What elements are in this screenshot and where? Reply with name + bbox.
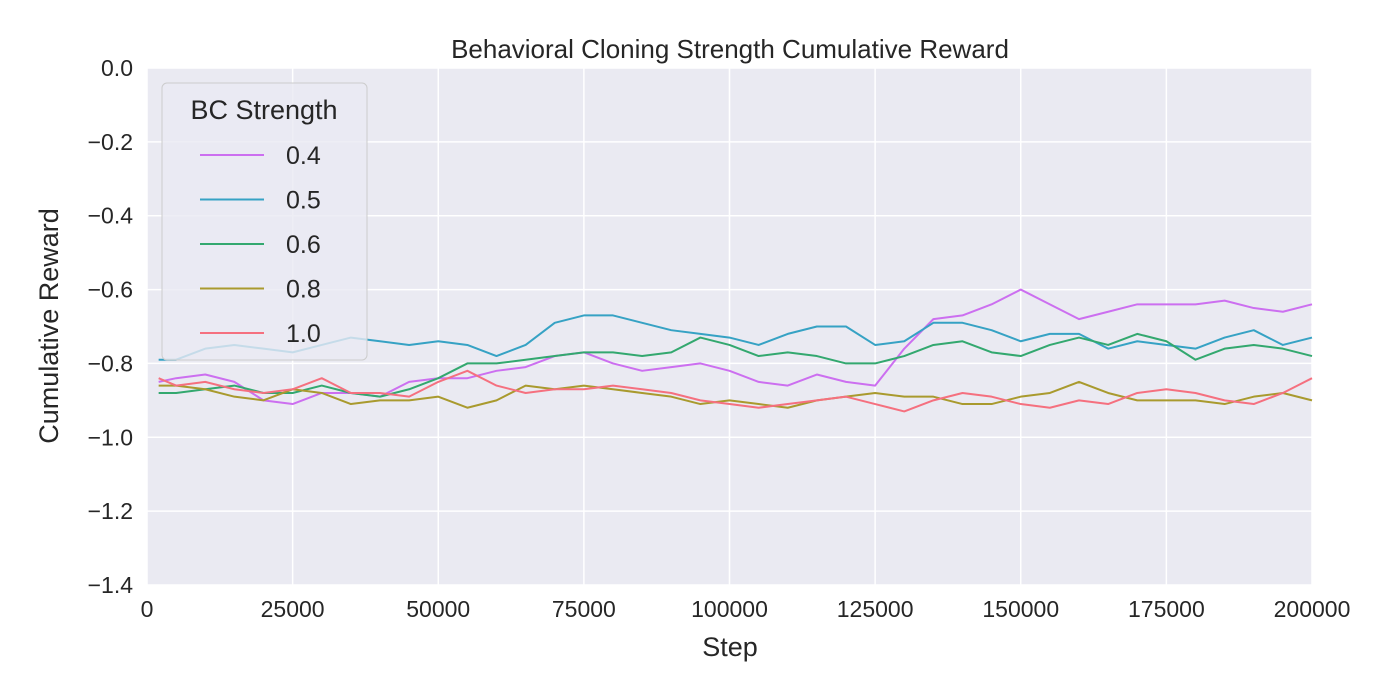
x-tick-label: 75000 [552, 596, 616, 622]
x-tick-label: 150000 [982, 596, 1059, 622]
chart-title: Behavioral Cloning Strength Cumulative R… [451, 34, 1009, 64]
legend-label: 0.5 [286, 187, 321, 215]
legend-box [161, 82, 368, 361]
x-tick-label: 100000 [691, 596, 768, 622]
x-tick-label: 200000 [1274, 596, 1351, 622]
y-axis-label: Cumulative Reward [34, 208, 64, 444]
series-line-1-0 [158, 369, 1313, 413]
legend-label: 0.8 [286, 276, 321, 304]
y-tick-label: −1.0 [88, 424, 133, 450]
x-tick-label: 50000 [406, 596, 470, 622]
x-tick-label: 175000 [1128, 596, 1205, 622]
y-tick-label: −0.8 [88, 350, 133, 376]
y-tick-label: 0.0 [101, 55, 133, 81]
legend-title: BC Strength [190, 95, 337, 125]
x-axis-label: Step [702, 632, 758, 662]
y-tick-label: −1.4 [88, 572, 134, 598]
series-line-0-6 [158, 332, 1313, 398]
x-tick-label: 0 [141, 596, 154, 622]
y-tick-label: −1.2 [88, 498, 133, 524]
legend-label: 0.6 [286, 231, 321, 259]
series-line-0-4 [158, 288, 1313, 406]
y-tick-label: −0.4 [88, 203, 134, 229]
x-tick-label: 125000 [837, 596, 914, 622]
series-line-0-8 [158, 380, 1313, 409]
legend-label: 0.4 [286, 142, 321, 170]
y-tick-label: −0.2 [88, 129, 133, 155]
y-tick-label: −0.6 [88, 277, 133, 303]
y-tick-labels: 0.0 −0.2 −0.4 −0.6 −0.8 −1.0 −1.2 −1.4 [88, 55, 134, 598]
x-tick-label: 25000 [261, 596, 325, 622]
legend-label: 1.0 [286, 320, 321, 348]
x-tick-labels: 0 25000 50000 75000 100000 125000 150000 175000… [141, 596, 1351, 622]
legend: BC Strength 0.4 0.5 0.6 0.8 1.0 [161, 82, 368, 361]
